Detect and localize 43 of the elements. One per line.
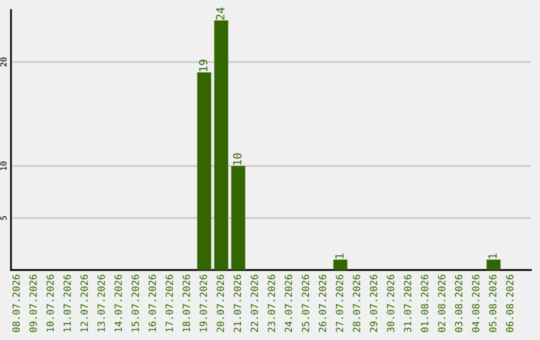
x-tick-label: 10.07.2026 bbox=[46, 274, 54, 332]
bar bbox=[486, 260, 501, 270]
x-tick-label: 14.07.2026 bbox=[114, 274, 122, 332]
data-label: 1 bbox=[335, 254, 344, 258]
bar bbox=[231, 166, 246, 270]
x-tick-label: 23.07.2026 bbox=[268, 274, 276, 332]
x-tick-label: 22.07.2026 bbox=[250, 274, 258, 332]
x-tick-label: 03.08.2026 bbox=[455, 274, 462, 332]
x-tick-label: 30.07.2026 bbox=[386, 274, 394, 332]
data-label: 19 bbox=[199, 60, 208, 72]
x-tick-label: 06.08.2026 bbox=[506, 274, 514, 332]
bar bbox=[197, 72, 212, 270]
x-tick-label: 20.07.2026 bbox=[216, 274, 224, 332]
x-tick-label: 05.08.2026 bbox=[489, 274, 496, 332]
x-tick-label: 11.07.2026 bbox=[64, 274, 71, 332]
data-label: 24 bbox=[216, 8, 224, 20]
x-tick-label: 25.07.2026 bbox=[302, 274, 310, 332]
x-tick-label: 19.07.2026 bbox=[200, 274, 208, 332]
data-label: 1 bbox=[488, 254, 497, 258]
x-tick-label: 02.08.2026 bbox=[438, 274, 446, 332]
x-tick-label: 29.07.2026 bbox=[370, 274, 378, 332]
x-tick-label: 27.07.2026 bbox=[336, 274, 344, 332]
x-tick-label: 24.07.2026 bbox=[284, 274, 292, 332]
x-tick-label: 21.07.2026 bbox=[234, 274, 242, 332]
x-tick-label: 04.08.2026 bbox=[472, 274, 480, 332]
x-tick-label: 28.07.2026 bbox=[352, 274, 360, 332]
x-tick-label: 15.07.2026 bbox=[132, 274, 139, 332]
x-tick-label: 12.07.2026 bbox=[80, 274, 88, 332]
x-tick-label: 26.07.2026 bbox=[318, 274, 326, 332]
y-tick-label: 20 bbox=[0, 58, 7, 66]
x-tick-label: 01.08.2026 bbox=[420, 274, 428, 332]
x-tick-label: 31.07.2026 bbox=[404, 274, 412, 332]
x-tick-label: 13.07.2026 bbox=[98, 274, 105, 332]
bar bbox=[214, 20, 228, 270]
bar bbox=[333, 260, 348, 270]
data-label: 10 bbox=[233, 153, 242, 165]
x-tick-label: 17.07.2026 bbox=[166, 274, 173, 332]
y-tick-label: 5 bbox=[0, 216, 7, 220]
y-tick-label: 10 bbox=[0, 162, 7, 170]
x-tick-label: 16.07.2026 bbox=[148, 274, 156, 332]
x-tick-label: 09.07.2026 bbox=[29, 274, 37, 332]
x-tick-label: 18.07.2026 bbox=[182, 274, 190, 332]
x-tick-label: 08.07.2026 bbox=[12, 274, 20, 332]
